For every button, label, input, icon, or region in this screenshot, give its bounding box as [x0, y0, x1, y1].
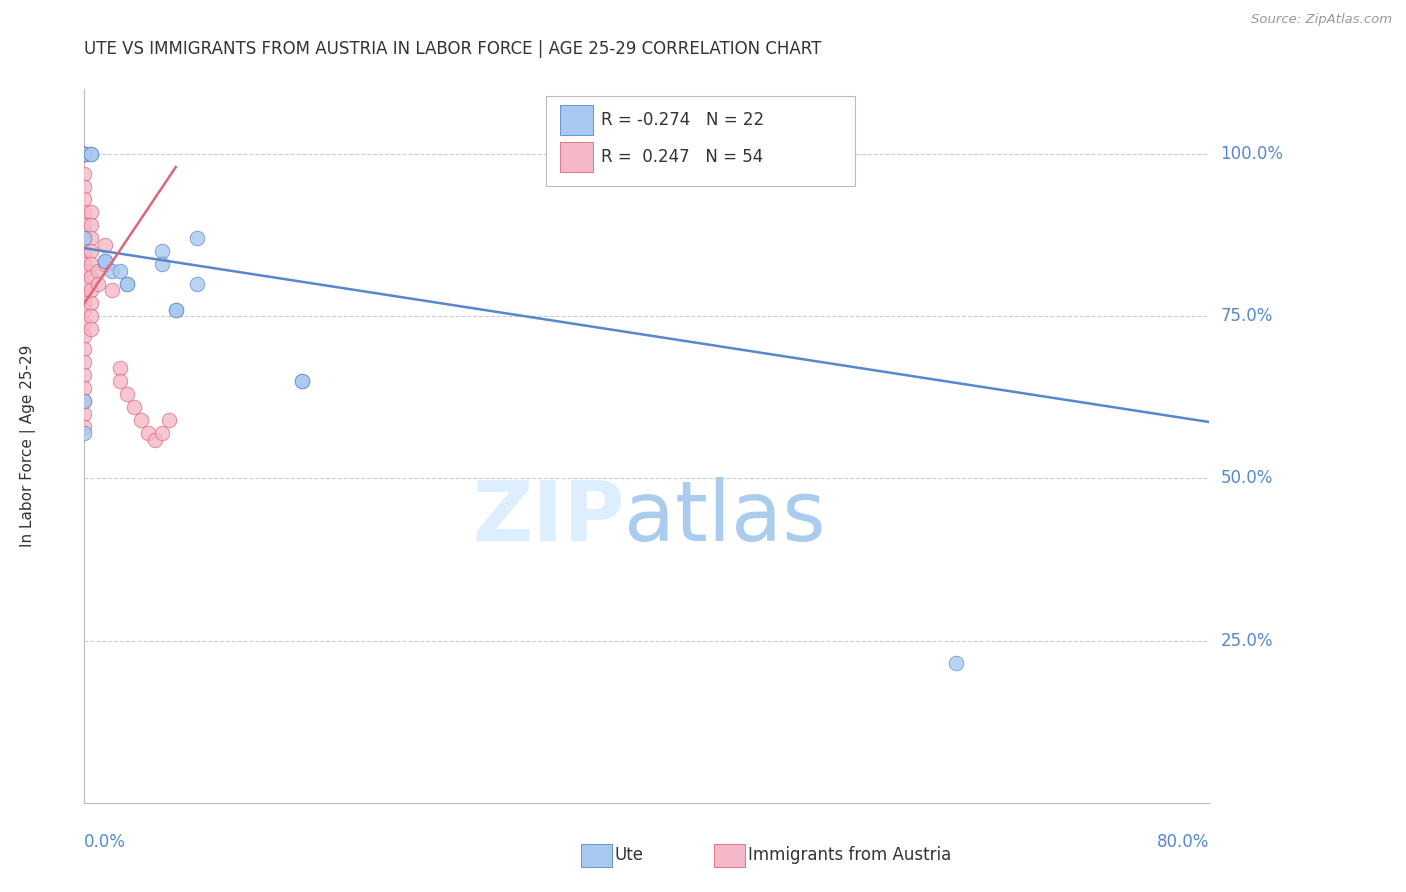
Point: [73, 407, 96, 421]
Point: [94, 254, 117, 268]
Point: [73, 290, 96, 304]
Text: R =  0.247   N = 54: R = 0.247 N = 54: [600, 148, 763, 166]
Point: [136, 425, 159, 440]
Point: [291, 374, 314, 388]
Point: [80, 147, 103, 161]
Point: [143, 433, 166, 447]
Point: [73, 264, 96, 278]
Text: 0.0%: 0.0%: [84, 833, 127, 851]
Point: [73, 381, 96, 395]
Point: [186, 277, 208, 291]
Point: [94, 257, 117, 271]
Point: [73, 354, 96, 368]
Text: UTE VS IMMIGRANTS FROM AUSTRIA IN LABOR FORCE | AGE 25-29 CORRELATION CHART: UTE VS IMMIGRANTS FROM AUSTRIA IN LABOR …: [84, 40, 821, 58]
Point: [94, 254, 117, 268]
Point: [73, 147, 96, 161]
Point: [80, 231, 103, 245]
Point: [73, 147, 96, 161]
Text: 25.0%: 25.0%: [1220, 632, 1272, 649]
Point: [73, 147, 96, 161]
Point: [73, 231, 96, 245]
Point: [73, 147, 96, 161]
Text: In Labor Force | Age 25-29: In Labor Force | Age 25-29: [20, 345, 37, 547]
Point: [186, 231, 208, 245]
Point: [80, 296, 103, 310]
Point: [115, 277, 138, 291]
Point: [73, 147, 96, 161]
Point: [87, 264, 110, 278]
Point: [150, 257, 173, 271]
Point: [165, 302, 187, 317]
FancyBboxPatch shape: [560, 142, 593, 172]
Point: [73, 393, 96, 408]
Point: [291, 374, 314, 388]
Text: R = -0.274   N = 22: R = -0.274 N = 22: [600, 111, 763, 128]
Point: [129, 413, 152, 427]
Point: [73, 296, 96, 310]
Point: [108, 264, 131, 278]
Point: [73, 147, 96, 161]
Point: [73, 277, 96, 291]
Text: 100.0%: 100.0%: [1220, 145, 1284, 163]
Point: [108, 374, 131, 388]
Text: Source: ZipAtlas.com: Source: ZipAtlas.com: [1251, 13, 1392, 27]
Point: [73, 342, 96, 356]
Point: [73, 219, 96, 233]
Point: [80, 322, 103, 336]
Point: [80, 283, 103, 297]
Point: [73, 316, 96, 330]
Text: Ute: Ute: [614, 847, 644, 864]
Point: [73, 231, 96, 245]
Point: [73, 244, 96, 259]
Point: [73, 147, 96, 161]
Point: [115, 387, 138, 401]
Point: [73, 179, 96, 194]
Point: [73, 393, 96, 408]
Point: [94, 238, 117, 252]
FancyBboxPatch shape: [560, 105, 593, 135]
Point: [101, 264, 124, 278]
Point: [73, 419, 96, 434]
Point: [73, 147, 96, 161]
Point: [150, 425, 173, 440]
Text: 80.0%: 80.0%: [1157, 833, 1209, 851]
Point: [80, 147, 103, 161]
Point: [945, 657, 967, 671]
Point: [73, 147, 96, 161]
Point: [115, 277, 138, 291]
Point: [73, 193, 96, 207]
Point: [73, 368, 96, 382]
Point: [73, 205, 96, 219]
Point: [80, 310, 103, 324]
Text: 50.0%: 50.0%: [1220, 469, 1272, 487]
Point: [165, 302, 187, 317]
Point: [80, 270, 103, 285]
Point: [80, 219, 103, 233]
Point: [80, 244, 103, 259]
Point: [150, 244, 173, 259]
Text: atlas: atlas: [624, 477, 825, 558]
Point: [101, 283, 124, 297]
Point: [87, 277, 110, 291]
Text: ZIP: ZIP: [472, 477, 624, 558]
Point: [73, 147, 96, 161]
Point: [157, 413, 180, 427]
Point: [73, 425, 96, 440]
Point: [80, 257, 103, 271]
Text: Immigrants from Austria: Immigrants from Austria: [748, 847, 952, 864]
Point: [108, 361, 131, 376]
Point: [73, 167, 96, 181]
Point: [73, 302, 96, 317]
Point: [80, 205, 103, 219]
Text: 75.0%: 75.0%: [1220, 307, 1272, 326]
Point: [73, 257, 96, 271]
Point: [122, 400, 145, 414]
FancyBboxPatch shape: [546, 96, 855, 186]
Point: [73, 328, 96, 343]
